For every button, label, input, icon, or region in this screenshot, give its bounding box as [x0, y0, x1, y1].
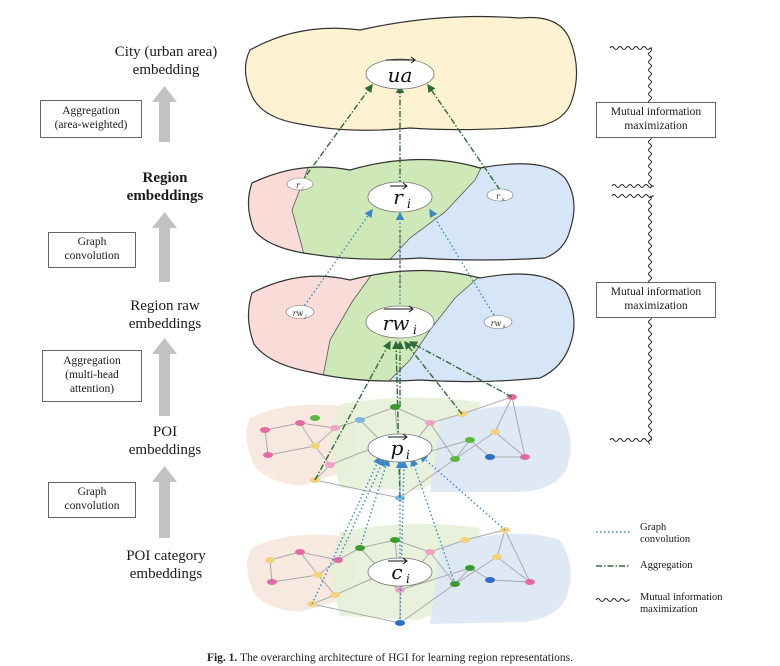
label-region-raw-embeddings: Region raw embeddings — [128, 298, 202, 332]
svg-text:rw: rw — [293, 309, 304, 318]
svg-text:j: j — [301, 186, 304, 192]
op-box-aggregation-attention: Aggregation (multi-head attention) — [42, 350, 142, 402]
node-r-i: r i — [367, 181, 433, 213]
node-p-i: p i — [367, 433, 433, 463]
node-p-i-label: p — [391, 436, 404, 460]
node-rw-j: rw j — [285, 305, 315, 320]
node-ua: ua — [365, 56, 435, 90]
flow-arrows — [152, 86, 177, 538]
svg-text:rw: rw — [491, 319, 502, 328]
svg-text:i: i — [406, 448, 410, 462]
node-rw-k: rw k — [483, 315, 513, 330]
flow-arrow-head-1 — [152, 86, 177, 102]
mi-box-bottom: Mutual information maximization — [596, 282, 716, 318]
region-layer — [247, 158, 575, 261]
legend-aggregation-label: Aggregation — [640, 560, 693, 571]
op-box-graph-convolution-1: Graph convolution — [48, 232, 136, 268]
caption-text: The overarching architecture of HGI for … — [239, 652, 574, 664]
figure-caption: Fig. 1. The overarching architecture of … — [0, 652, 780, 664]
node-r-i-label: r — [393, 185, 404, 209]
node-c-i: c i — [367, 557, 433, 587]
node-labels: ua r i r j r k rw i rw j — [285, 56, 514, 587]
svg-text:k: k — [503, 324, 506, 330]
svg-text:k: k — [502, 197, 505, 203]
label-poi-category-embeddings: POI category embeddings — [126, 548, 206, 582]
svg-text:r: r — [496, 192, 501, 201]
svg-text:i: i — [406, 572, 410, 586]
flow-arrow-head-3 — [152, 338, 177, 354]
flow-arrow-shaft-2 — [159, 226, 170, 282]
op-box-aggregation-area: Aggregation (area-weighted) — [40, 100, 142, 138]
node-ua-label: ua — [388, 63, 413, 87]
flow-arrow-shaft-3 — [159, 352, 170, 416]
legend-mi-line — [595, 598, 630, 602]
flow-arrow-shaft-1 — [159, 100, 170, 142]
legend-graph-conv-label: Graph convolution — [640, 522, 691, 546]
svg-text:r: r — [296, 181, 301, 190]
node-rw-i-label: rw — [383, 311, 410, 335]
flow-arrow-head-4 — [152, 466, 177, 482]
node-r-i-sub: i — [407, 197, 411, 211]
svg-text:j: j — [304, 314, 307, 320]
op-box-graph-convolution-2: Graph convolution — [48, 482, 136, 518]
poi-category-layer — [247, 523, 571, 626]
aggregation-connections — [299, 83, 513, 499]
caption-figure-number: Fig. 1. — [206, 652, 238, 664]
label-poi-embeddings: POI embeddings — [128, 424, 202, 458]
flow-arrow-head-2 — [152, 212, 177, 228]
node-c-i-label: c — [391, 560, 402, 584]
label-region-embeddings: Region embeddings — [126, 170, 204, 204]
legend-mi-label: Mutual information maximization — [640, 592, 723, 616]
node-rw-i: rw i — [365, 305, 435, 339]
region-raw-layer — [247, 269, 575, 383]
label-city-embedding: City (urban area) embedding — [114, 44, 218, 78]
svg-text:i: i — [413, 323, 417, 337]
node-r-k: r k — [486, 188, 514, 203]
legend-lines — [595, 531, 630, 602]
flow-arrow-shaft-4 — [159, 480, 170, 538]
mi-box-top: Mutual information maximization — [596, 102, 716, 138]
node-r-j: r j — [286, 177, 314, 192]
